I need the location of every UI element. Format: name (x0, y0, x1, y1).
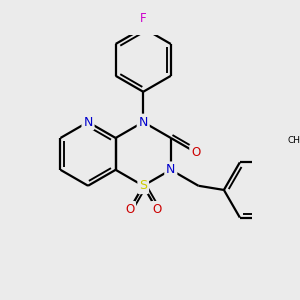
Text: N: N (83, 116, 93, 128)
Text: F: F (140, 12, 146, 25)
Text: N: N (166, 163, 176, 176)
Text: S: S (139, 179, 147, 192)
Text: N: N (139, 116, 148, 128)
Text: CH₃: CH₃ (287, 136, 300, 145)
Text: O: O (125, 203, 134, 216)
Text: O: O (191, 146, 200, 159)
Text: O: O (152, 203, 161, 216)
